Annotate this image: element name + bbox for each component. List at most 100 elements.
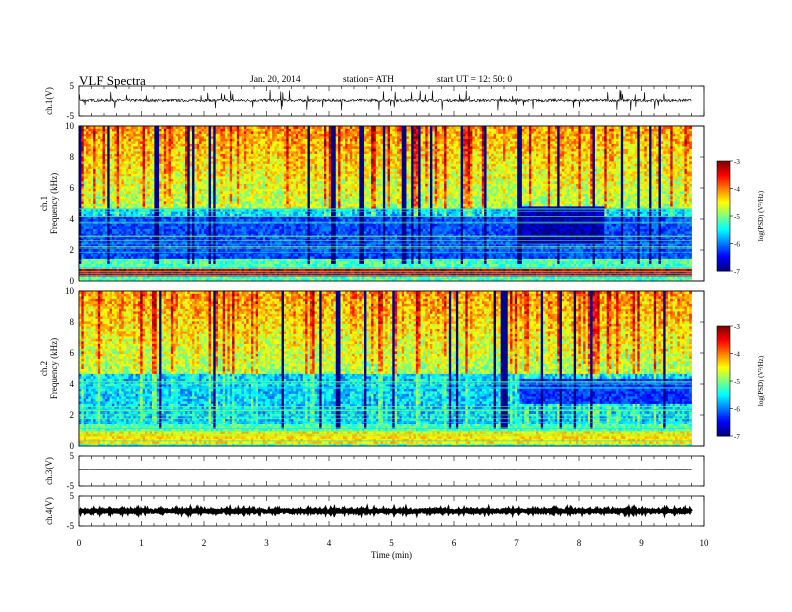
series-line-ch1	[78, 89, 692, 111]
colorbar-swatch	[717, 179, 730, 182]
colorbar-swatch	[717, 342, 730, 345]
colorbar-swatch	[717, 355, 730, 358]
colorbar-swatch	[717, 419, 730, 422]
colorbar-swatch	[717, 162, 730, 166]
colorbar-swatch	[717, 357, 730, 360]
date-label: Jan. 20, 2014	[250, 75, 301, 85]
colorbar-swatch	[717, 192, 730, 195]
colorbar-swatch	[717, 168, 730, 171]
colorbar-swatch	[717, 434, 730, 437]
colorbar-swatch	[717, 412, 730, 415]
x-tick-label: 1	[139, 538, 144, 548]
colorbar-swatch	[717, 216, 730, 219]
colorbar-swatch	[717, 265, 730, 268]
colorbar-swatch	[717, 366, 730, 369]
colorbar-swatch	[717, 234, 730, 237]
start-time-label: start UT = 12: 50: 0	[437, 75, 512, 85]
y-tick-label: 8	[70, 317, 75, 327]
colorbar-swatch	[717, 331, 730, 334]
colorbar-swatch	[717, 197, 730, 200]
colorbar-swatch	[717, 164, 730, 167]
colorbar-swatch	[717, 388, 730, 391]
colorbar-swatch	[717, 247, 730, 250]
colorbar-swatch	[717, 326, 730, 329]
colorbar-swatch	[717, 212, 730, 215]
colorbar-swatch	[717, 241, 730, 244]
y-tick-label: 4	[70, 379, 75, 389]
colorbar-swatch	[717, 335, 730, 338]
colorbar-swatch	[717, 219, 730, 222]
colorbar-swatch	[717, 205, 730, 208]
colorbar-swatch	[717, 403, 730, 406]
colorbar-swatch	[717, 360, 730, 364]
colorbar-swatch	[717, 263, 730, 266]
colorbar-swatch	[717, 386, 730, 389]
x-tick-label: 5	[389, 538, 394, 548]
colorbar-swatch	[717, 260, 730, 263]
colorbar-swatch	[717, 221, 730, 224]
colorbar-swatch	[717, 203, 730, 206]
x-tick-label: 3	[264, 538, 269, 548]
y-tick-label: -5	[67, 111, 75, 121]
colorbar-swatch	[717, 351, 730, 354]
colorbar-swatch	[717, 401, 730, 404]
colorbar-swatch	[717, 183, 730, 186]
spectrogram-ch1	[79, 126, 692, 282]
colorbar-swatch	[717, 194, 730, 197]
colorbar-swatch	[717, 348, 730, 351]
colorbar-swatch	[717, 184, 730, 188]
colorbar-swatch	[717, 392, 730, 395]
colorbar-swatch	[717, 201, 730, 204]
spectrogram-ch2	[79, 291, 692, 447]
colorbar-swatch	[717, 329, 730, 332]
y-tick-label: 5	[70, 81, 75, 91]
colorbar-swatch	[717, 217, 730, 221]
colorbar-swatch	[717, 188, 730, 191]
colorbar-swatch	[717, 371, 730, 375]
y-tick-label: 5	[70, 451, 75, 461]
y-axis-label: Frequency (kHz)	[49, 173, 59, 234]
y-tick-label: 2	[70, 410, 75, 420]
colorbar-tick-label: -5	[734, 213, 740, 221]
colorbar-tick-label: -4	[734, 351, 740, 359]
y-tick-label: 8	[70, 152, 75, 162]
colorbar-swatch	[717, 227, 730, 230]
colorbar-swatch	[717, 177, 730, 180]
colorbar-swatch	[717, 368, 730, 371]
colorbar-swatch	[717, 223, 730, 226]
colorbar-swatch	[717, 423, 730, 426]
colorbar-swatch	[717, 239, 730, 243]
colorbar-swatch	[717, 243, 730, 246]
colorbar-swatch	[717, 353, 730, 356]
panel-frame-overlay	[78, 290, 705, 447]
colorbar-swatch	[717, 404, 730, 408]
colorbar-swatch	[717, 238, 730, 241]
colorbar-tick-label: -6	[734, 406, 740, 414]
colorbar-tick-label: -7	[734, 268, 740, 276]
colorbar-swatch	[717, 373, 730, 376]
y-tick-label: 0	[70, 441, 75, 451]
colorbar-swatch	[717, 410, 730, 413]
colorbar-swatch	[717, 199, 730, 202]
colorbar-swatch	[717, 333, 730, 336]
colorbar-swatch	[717, 414, 730, 417]
colorbar-swatch	[717, 397, 730, 400]
colorbar-swatch	[717, 384, 730, 387]
colorbar-swatch	[717, 249, 730, 252]
series-line-ch4	[78, 503, 693, 519]
colorbar-swatch	[717, 232, 730, 235]
colorbar-swatch	[717, 425, 730, 428]
colorbar-swatch	[717, 428, 730, 431]
station-label: station= ATH	[343, 75, 394, 85]
y-tick-label: 4	[70, 214, 75, 224]
colorbar-swatch	[717, 346, 730, 349]
y-tick-label: 10	[65, 121, 75, 131]
colorbar-swatch	[717, 382, 730, 386]
x-tick-label: 2	[202, 538, 207, 548]
colorbar-swatch	[717, 417, 730, 420]
colorbar-swatch	[717, 430, 730, 433]
colorbar-tick-label: -5	[734, 378, 740, 386]
colorbar-tick-label: -3	[734, 158, 740, 166]
colorbar-swatch	[717, 170, 730, 173]
